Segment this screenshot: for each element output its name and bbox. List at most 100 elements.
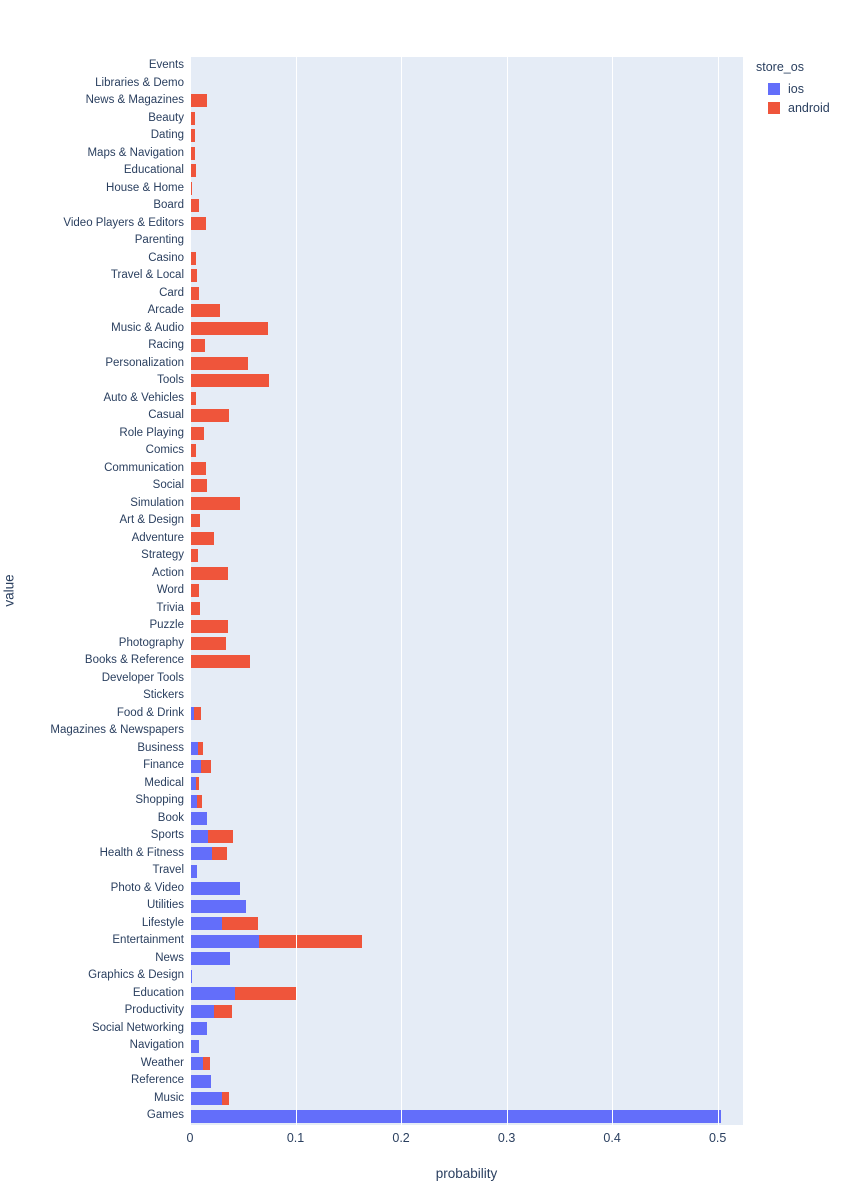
category-label: Role Playing	[119, 426, 184, 439]
bar-row	[190, 827, 743, 845]
bar-row	[190, 337, 743, 355]
bar-segment-android[interactable]	[190, 409, 230, 423]
bar-segment-android[interactable]	[190, 374, 270, 388]
bar-row	[190, 932, 743, 950]
bar-segment-android[interactable]	[190, 602, 201, 615]
bar-segment-android[interactable]	[190, 496, 240, 510]
bar-segment-android[interactable]	[197, 794, 202, 808]
bar-segment-android[interactable]	[190, 549, 199, 563]
legend: store_os ios android	[756, 60, 830, 117]
category-label: News	[155, 951, 184, 964]
bar-row	[190, 425, 743, 443]
bar-segment-android[interactable]	[200, 759, 212, 773]
bar-segment-android[interactable]	[190, 461, 207, 475]
category-label: Personalization	[105, 356, 184, 369]
category-label: Video Players & Editors	[63, 216, 184, 229]
legend-item-android[interactable]: android	[756, 98, 830, 117]
bar-segment-android[interactable]	[194, 707, 202, 721]
bar-segment-ios[interactable]	[190, 864, 198, 878]
bar-segment-android[interactable]	[190, 566, 228, 580]
bar-segment-android[interactable]	[190, 181, 193, 195]
bar-row	[190, 897, 743, 915]
bar-segment-ios[interactable]	[190, 1092, 223, 1106]
bar-segment-ios[interactable]	[190, 1039, 200, 1053]
bar-segment-android[interactable]	[190, 129, 195, 143]
bar-segment-android[interactable]	[190, 164, 197, 178]
bar-row	[190, 57, 743, 75]
bar-segment-android[interactable]	[222, 1092, 229, 1106]
bar-segment-android[interactable]	[203, 1057, 210, 1071]
bar-segment-android[interactable]	[190, 339, 206, 353]
bar-segment-ios[interactable]	[190, 899, 246, 913]
bar-row	[190, 372, 743, 390]
bar-segment-ios[interactable]	[190, 882, 240, 896]
bar-segment-android[interactable]	[190, 531, 215, 545]
bar-segment-android[interactable]	[221, 917, 258, 931]
bar-segment-ios[interactable]	[190, 1074, 211, 1088]
bar-segment-android[interactable]	[190, 426, 205, 440]
legend-item-ios[interactable]: ios	[756, 79, 830, 98]
bar-segment-ios[interactable]	[190, 742, 199, 756]
bar-segment-android[interactable]	[190, 654, 251, 668]
bar-row	[190, 810, 743, 828]
category-label: Developer Tools	[101, 671, 184, 684]
bar-segment-ios[interactable]	[190, 1109, 721, 1123]
bar-segment-android[interactable]	[190, 304, 220, 318]
bar-segment-ios[interactable]	[190, 1022, 207, 1036]
bar-row	[190, 1055, 743, 1073]
bar-segment-ios[interactable]	[190, 829, 208, 843]
bar-segment-android[interactable]	[190, 146, 196, 160]
bar-segment-ios[interactable]	[190, 847, 213, 861]
bar-row	[190, 145, 743, 163]
bar-segment-ios[interactable]	[190, 934, 259, 948]
bar-segment-android[interactable]	[190, 269, 198, 283]
bar-segment-android[interactable]	[212, 847, 227, 861]
bar-segment-ios[interactable]	[190, 1057, 204, 1071]
bar-segment-android[interactable]	[214, 1004, 233, 1018]
category-label: Finance	[143, 759, 184, 772]
bar-segment-android[interactable]	[190, 584, 200, 598]
bar-segment-android[interactable]	[190, 514, 201, 528]
bar-row	[190, 862, 743, 880]
bar-segment-android[interactable]	[258, 934, 363, 948]
bar-segment-android[interactable]	[190, 444, 196, 458]
bar-row	[190, 1020, 743, 1038]
bar-segment-android[interactable]	[190, 111, 195, 125]
x-axis-tick-labels: 0 0.1 0.2 0.3 0.4 0.5	[0, 1131, 859, 1149]
bar-segment-android[interactable]	[190, 251, 197, 265]
bar-row	[190, 495, 743, 513]
bar-segment-android[interactable]	[235, 987, 296, 1001]
bar-segment-ios[interactable]	[190, 777, 197, 791]
bar-segment-android[interactable]	[190, 479, 207, 493]
bar-segment-android[interactable]	[207, 829, 234, 843]
category-label: Magazines & Newspapers	[50, 724, 184, 737]
bar-segment-ios[interactable]	[190, 917, 222, 931]
category-label: Games	[146, 1109, 184, 1122]
bar-segment-ios[interactable]	[190, 952, 231, 966]
category-label: Trivia	[156, 601, 184, 614]
bar-segment-android[interactable]	[190, 199, 200, 213]
bar-segment-android[interactable]	[190, 321, 269, 335]
bar-segment-android[interactable]	[190, 356, 249, 370]
bar-segment-ios[interactable]	[190, 812, 207, 826]
bar-row	[190, 75, 743, 93]
x-tick-label: 0.3	[497, 1131, 516, 1145]
bar-segment-android[interactable]	[190, 637, 226, 651]
bar-segment-ios[interactable]	[190, 707, 195, 721]
bar-segment-ios[interactable]	[190, 1004, 215, 1018]
bar-segment-android[interactable]	[198, 742, 203, 756]
bar-segment-android[interactable]	[190, 216, 206, 230]
y-axis-title: value	[1, 574, 17, 607]
bar-segment-ios[interactable]	[190, 794, 198, 808]
bar-segment-android[interactable]	[190, 391, 197, 405]
bar-segment-android[interactable]	[190, 619, 228, 633]
bar-segment-ios[interactable]	[190, 987, 236, 1001]
bar-segment-android[interactable]	[190, 94, 207, 108]
plot-area[interactable]	[190, 57, 743, 1125]
bar-segment-android[interactable]	[190, 286, 199, 300]
bar-segment-android[interactable]	[196, 777, 199, 791]
category-label: Racing	[148, 339, 184, 352]
bar-row	[190, 687, 743, 705]
bar-segment-ios[interactable]	[190, 759, 201, 773]
bar-row	[190, 845, 743, 863]
